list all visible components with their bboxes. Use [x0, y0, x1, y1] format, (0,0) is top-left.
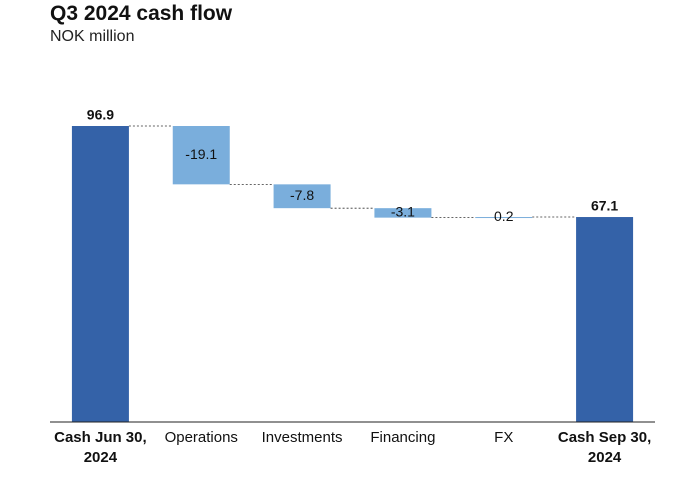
chart-title: Q3 2024 cash flow — [50, 2, 233, 25]
x-tick-label: FX — [494, 429, 514, 446]
value-label: 0.2 — [494, 208, 514, 224]
value-label: 96.9 — [87, 107, 114, 123]
chart-subtitle: NOK million — [50, 28, 135, 45]
bar — [576, 217, 634, 422]
value-label: -19.1 — [185, 146, 217, 162]
value-label: 67.1 — [591, 198, 618, 214]
x-tick-label: Cash Jun 30, 2024 — [54, 429, 147, 466]
x-tick-label: Operations — [164, 429, 238, 446]
x-tick-label: Investments — [261, 429, 343, 446]
bar — [475, 217, 533, 219]
bar — [374, 208, 432, 218]
bar — [273, 184, 331, 209]
bar — [71, 126, 129, 422]
x-tick-label: Cash Sep 30, 2024 — [557, 429, 652, 466]
bar — [172, 126, 230, 185]
value-label: -7.8 — [290, 187, 314, 203]
x-tick-label: Financing — [370, 429, 436, 446]
value-label: -3.1 — [391, 204, 415, 220]
